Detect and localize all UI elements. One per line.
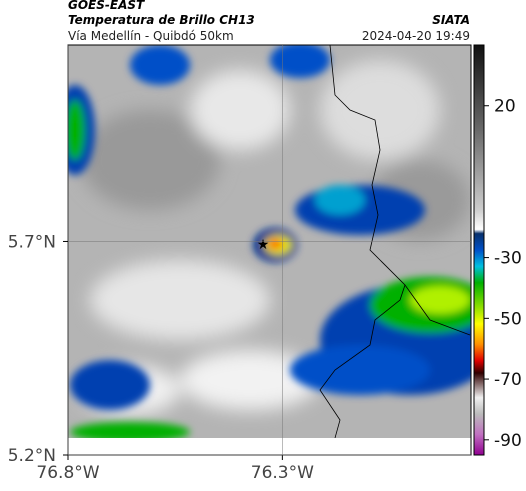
x-tick-label: 76.3°W [251,463,314,483]
svg-text:★: ★ [257,237,270,253]
colorbar [473,44,485,456]
satellite-image: ★ [68,45,471,438]
source: GOES-EAST [68,0,145,12]
colorbar-label: -90 [494,431,522,451]
organization: SIATA [432,13,470,27]
y-tick-label: 5.2°N [8,446,56,466]
colorbar-label: -70 [494,370,522,390]
route: Vía Medellín - Quibdó 50km [68,29,234,43]
title: Temperatura de Brillo CH13 [68,13,255,27]
y-tick-label: 5.7°N [8,232,56,252]
colorbar-label: 20 [494,97,516,117]
datetime: 2024-04-20 19:49 [362,29,470,43]
x-tick-label: 76.8°W [36,463,99,483]
colorbar-label: -50 [494,309,522,329]
colorbar-label: -30 [494,249,522,269]
